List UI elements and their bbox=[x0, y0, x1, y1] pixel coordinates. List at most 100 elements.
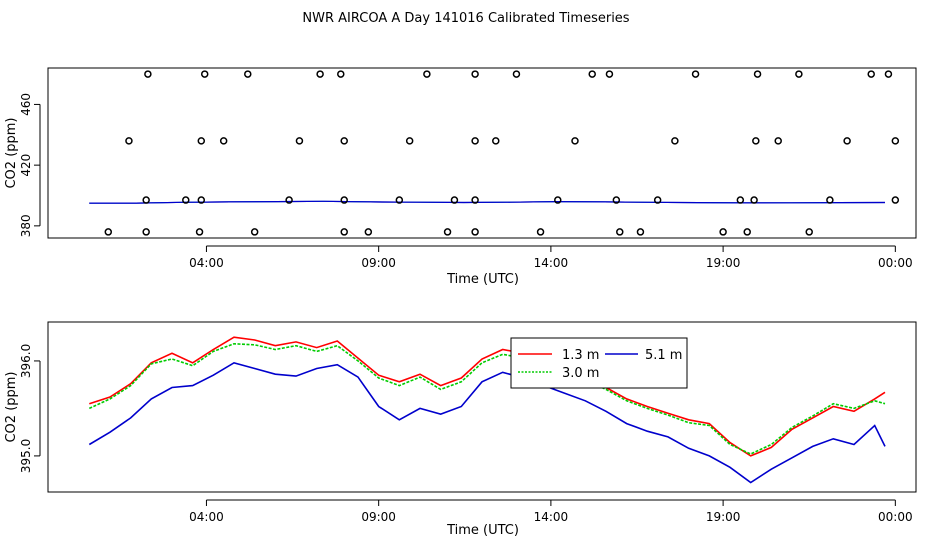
top-y-axis: 380 420 460 bbox=[19, 93, 41, 237]
scatter-point bbox=[653, 196, 662, 204]
scatter-point bbox=[471, 137, 479, 145]
top-panel: 04:00 09:00 14:00 19:00 00:00 380 420 460 Time… bbox=[4, 67, 917, 287]
scatter-point bbox=[125, 137, 133, 145]
legend: 1.3 m 5.1 m 3.0 m bbox=[510, 337, 688, 389]
scatter-point bbox=[512, 70, 521, 78]
bottom-y-axis: 395.0 396.0 bbox=[19, 344, 41, 473]
scatter-point bbox=[571, 137, 579, 145]
scatter-point bbox=[250, 228, 259, 236]
top-x-tick-label: 14:00 bbox=[534, 256, 569, 270]
scatter-point bbox=[142, 228, 150, 236]
top-y-axis-label: CO2 (ppm) bbox=[4, 117, 19, 188]
scatter-point bbox=[200, 70, 209, 78]
top-series-line bbox=[89, 200, 886, 204]
top-y-tick-label: 420 bbox=[19, 154, 33, 177]
legend-label-1-3m: 1.3 m bbox=[562, 348, 599, 363]
legend-label-5-1m: 5.1 m bbox=[645, 348, 682, 363]
scatter-point bbox=[805, 228, 813, 236]
scatter-point bbox=[471, 70, 479, 78]
scatter-point bbox=[492, 137, 500, 145]
scatter-point bbox=[753, 70, 762, 78]
scatter-point bbox=[244, 70, 252, 78]
scatter-point bbox=[197, 196, 206, 204]
scatter-point bbox=[443, 228, 452, 236]
series-line-5-1m bbox=[88, 361, 886, 484]
bottom-x-tick-label: 19:00 bbox=[706, 510, 741, 524]
top-x-tick-label: 09:00 bbox=[361, 256, 396, 270]
bottom-x-tick-label: 04:00 bbox=[189, 510, 224, 524]
bottom-x-tick-label: 14:00 bbox=[534, 510, 569, 524]
scatter-point bbox=[554, 196, 562, 204]
bottom-x-axis-label: Time (UTC) bbox=[446, 523, 519, 538]
scatter-point bbox=[364, 228, 373, 236]
scatter-point bbox=[616, 228, 624, 236]
scatter-point bbox=[423, 70, 431, 78]
scatter-point bbox=[337, 70, 345, 78]
scatter-point bbox=[340, 137, 348, 145]
top-y-tick-label: 380 bbox=[19, 214, 33, 237]
scatter-point bbox=[144, 70, 152, 78]
chart-title: NWR AIRCOA A Day 141016 Calibrated Times… bbox=[302, 11, 629, 26]
top-y-tick-label: 460 bbox=[19, 93, 33, 116]
scatter-point bbox=[316, 70, 324, 78]
top-x-axis-label: Time (UTC) bbox=[446, 272, 519, 287]
scatter-point bbox=[774, 137, 782, 145]
scatter-point bbox=[752, 137, 760, 145]
scatter-point bbox=[182, 196, 190, 204]
scatter-point bbox=[867, 70, 875, 78]
scatter-point bbox=[395, 196, 404, 204]
scatter-point bbox=[285, 196, 293, 204]
scatter-point bbox=[142, 196, 150, 204]
scatter-point bbox=[471, 196, 479, 204]
bottom-x-tick-label: 00:00 bbox=[878, 510, 913, 524]
legend-box bbox=[510, 337, 688, 389]
scatter-point bbox=[826, 196, 834, 204]
top-x-tick-label: 04:00 bbox=[189, 256, 224, 270]
scatter-point bbox=[605, 70, 614, 78]
scatter-point bbox=[719, 228, 727, 236]
scatter-point bbox=[295, 137, 304, 145]
scatter-point bbox=[197, 137, 206, 145]
scatter-point bbox=[450, 196, 459, 204]
top-plot-frame bbox=[47, 67, 917, 239]
top-series-lines bbox=[89, 200, 886, 204]
scatter-point bbox=[195, 228, 204, 236]
scatter-point bbox=[884, 70, 893, 78]
scatter-point bbox=[891, 196, 900, 204]
scatter-point bbox=[588, 70, 596, 78]
scatter-point bbox=[843, 137, 851, 145]
bottom-plot-frame bbox=[47, 321, 917, 493]
scatter-point bbox=[691, 70, 700, 78]
bottom-series-lines bbox=[88, 336, 886, 484]
top-scatter-points bbox=[104, 70, 900, 236]
bottom-y-tick-label: 396.0 bbox=[19, 344, 33, 378]
legend-label-3-0m: 3.0 m bbox=[562, 366, 599, 381]
scatter-point bbox=[743, 228, 751, 236]
scatter-point bbox=[536, 228, 545, 236]
top-x-tick-label: 00:00 bbox=[878, 256, 913, 270]
scatter-point bbox=[612, 196, 621, 204]
bottom-y-tick-label: 395.0 bbox=[19, 439, 33, 473]
scatter-point bbox=[750, 196, 758, 204]
bottom-panel: 04:00 09:00 14:00 19:00 00:00 395.0 396.0 Tim… bbox=[4, 321, 917, 538]
scatter-point bbox=[340, 196, 348, 204]
scatter-point bbox=[104, 228, 113, 236]
bottom-x-axis: 04:00 09:00 14:00 19:00 00:00 bbox=[189, 499, 913, 524]
series-line-3-0m bbox=[88, 342, 886, 455]
scatter-point bbox=[671, 137, 679, 145]
scatter-point bbox=[471, 228, 479, 236]
scatter-point bbox=[340, 228, 348, 236]
scatter-point bbox=[219, 137, 228, 145]
scatter-point bbox=[636, 228, 645, 236]
bottom-x-tick-label: 09:00 bbox=[361, 510, 396, 524]
top-x-tick-label: 19:00 bbox=[706, 256, 741, 270]
scatter-point bbox=[795, 70, 803, 78]
series-line-1-3m bbox=[89, 336, 886, 457]
scatter-point bbox=[405, 137, 414, 145]
scatter-point bbox=[891, 137, 900, 145]
scatter-point bbox=[736, 196, 745, 204]
bottom-y-axis-label: CO2 (ppm) bbox=[4, 371, 19, 442]
top-x-axis: 04:00 09:00 14:00 19:00 00:00 bbox=[189, 245, 913, 270]
